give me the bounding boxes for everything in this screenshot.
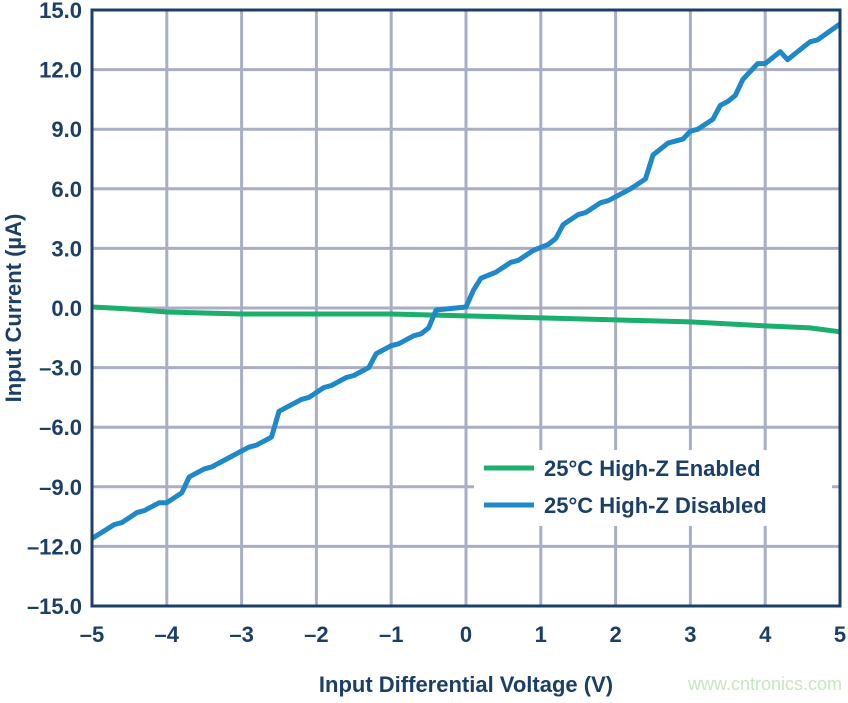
x-tick-label: –1	[379, 622, 403, 647]
y-tick-label: –9.0	[39, 475, 82, 500]
y-tick-label: –12.0	[27, 534, 82, 559]
x-tick-label: 4	[759, 622, 772, 647]
watermark: www.cntronics.com	[687, 674, 842, 694]
y-tick-label: 9.0	[51, 117, 82, 142]
x-tick-label: –2	[304, 622, 328, 647]
x-tick-label: 2	[609, 622, 621, 647]
series-line-0	[91, 304, 841, 335]
y-tick-label: –15.0	[27, 594, 82, 619]
x-tick-label: 0	[460, 622, 472, 647]
plot-frame	[90, 8, 842, 608]
y-tick-label: –3.0	[39, 356, 82, 381]
y-tick-label: 0.0	[51, 296, 82, 321]
series-lines	[90, 21, 842, 541]
x-tick-labels: –5 –4 –3 –2 –1 0 1 2 3 4 5	[80, 622, 846, 647]
legend-background	[474, 450, 832, 526]
y-tick-label: 3.0	[51, 236, 82, 261]
legend-label-enabled: 25°C High-Z Enabled	[544, 456, 761, 481]
y-tick-label: 12.0	[39, 58, 82, 83]
x-tick-label: –5	[80, 622, 104, 647]
y-tick-labels: –15.0 –12.0 –9.0 –6.0 –3.0 0.0 3.0 6.0 9.0 12.0 15…	[27, 0, 82, 619]
legend: 25°C High-Z Enabled 25°C High-Z Disabled	[474, 450, 832, 526]
x-axis-label: Input Differential Voltage (V)	[319, 672, 613, 697]
y-tick-label: 15.0	[39, 0, 82, 23]
x-tick-label: 5	[834, 622, 846, 647]
y-tick-label: 6.0	[51, 177, 82, 202]
x-tick-label: –3	[229, 622, 253, 647]
series-line-1	[90, 21, 842, 541]
x-tick-label: 3	[684, 622, 696, 647]
y-axis-label: Input Current (µA)	[1, 214, 26, 403]
legend-label-disabled: 25°C High-Z Disabled	[544, 493, 767, 518]
x-tick-label: –4	[155, 622, 180, 647]
y-tick-label: –6.0	[39, 415, 82, 440]
x-tick-label: 1	[535, 622, 547, 647]
